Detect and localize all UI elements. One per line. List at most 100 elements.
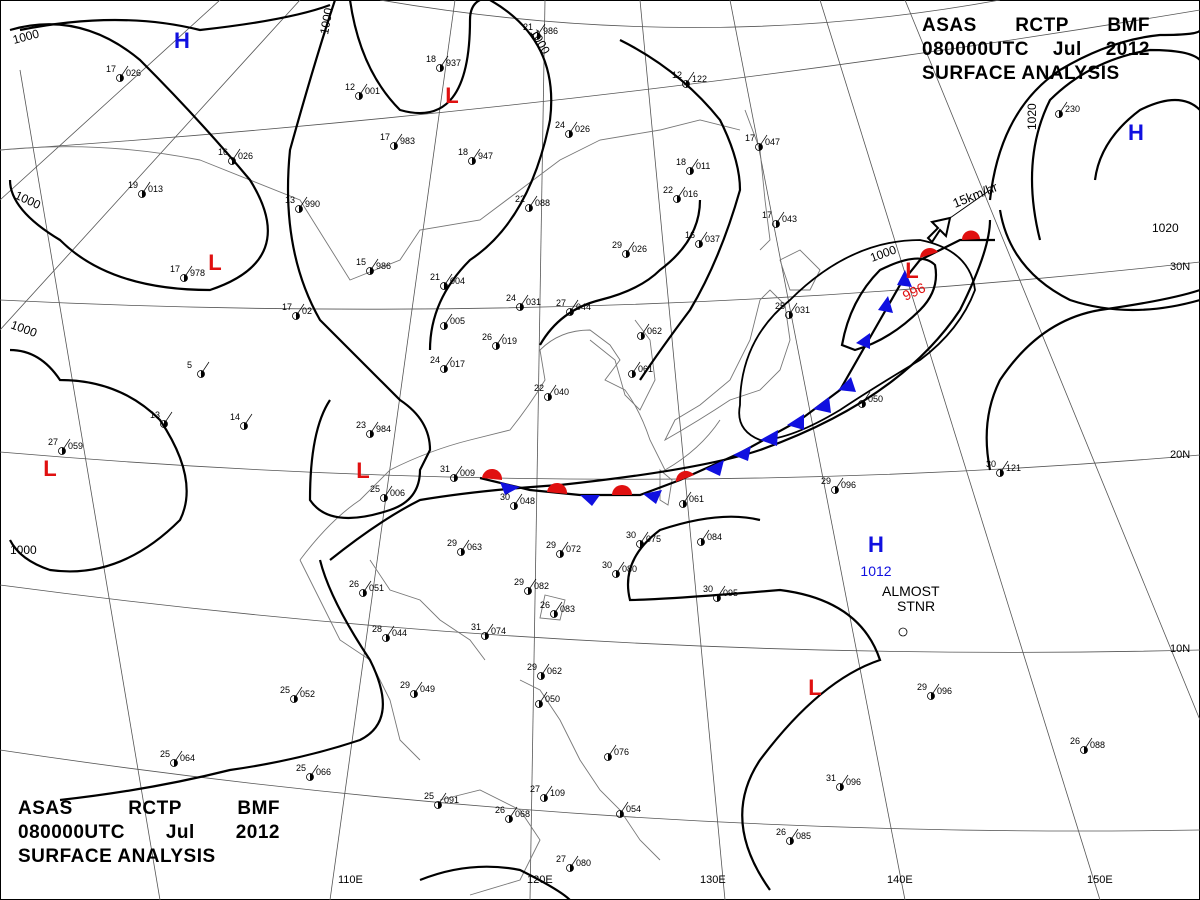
wind-barb-icon [141, 181, 151, 195]
wind-barb-icon [369, 258, 379, 272]
station-temperature: 24 [555, 120, 565, 130]
coast-hainan [539, 594, 566, 621]
high-pressure-center: H [1128, 120, 1144, 145]
station-temperature: 5 [187, 360, 192, 370]
station-temperature: 29 [400, 680, 410, 690]
station-plot: 17 047 [745, 133, 780, 151]
station-plot: 30 075 [626, 530, 661, 548]
station-pressure: 990 [305, 199, 320, 209]
station-plot: 12 122 [672, 70, 707, 88]
station-plot: 23 984 [356, 420, 391, 438]
station-temperature: 26 [776, 827, 786, 837]
latitude-line-0 [0, 749, 1200, 832]
station-temperature: 25 [424, 791, 434, 801]
coast-china [299, 329, 721, 561]
station-pressure: 084 [707, 532, 722, 542]
station-plot: 27 080 [556, 854, 591, 872]
station-pressure: 044 [392, 628, 407, 638]
header-top-title: SURFACE ANALYSIS [922, 63, 1120, 84]
station-temperature: 28 [372, 624, 382, 634]
station-pressure: 044 [576, 302, 591, 312]
station-temperature: 13 [150, 410, 160, 420]
isobar-1000-mid [428, 0, 553, 351]
station-temperature: 25 [370, 484, 380, 494]
wind-barb-icon [569, 855, 579, 869]
station-pressure: 017 [450, 359, 465, 369]
station-plot: 25 052 [280, 685, 315, 703]
isobar-label: 1020 [1152, 221, 1179, 235]
header-bottom-line1: ASAS RCTP BMF [18, 797, 280, 821]
low-pressure-center: L [208, 250, 221, 275]
header-top-region: ASAS [922, 15, 977, 36]
wind-barb-icon [413, 681, 423, 695]
station-pressure: 006 [390, 488, 405, 498]
station-pressure: 072 [566, 544, 581, 554]
wind-barb-icon [631, 361, 641, 375]
station-pressure: 050 [868, 394, 883, 404]
station-plot: 27 109 [530, 784, 565, 802]
cold-front-barbs [500, 270, 912, 506]
station-pressure: 122 [692, 74, 707, 84]
header-top-year: 2012 [1105, 39, 1150, 60]
meridian-130e [639, 0, 726, 900]
station-plot: 17 026 [106, 64, 141, 82]
wind-barb-icon [698, 231, 708, 245]
station-pressure: 978 [190, 268, 205, 278]
station-plots: 17 026 12 001 18 937 21 986 17 983 16 026 18 947 24 026… [48, 22, 1105, 872]
station-temperature: 29 [821, 476, 831, 486]
station-plot: 30 121 [986, 459, 1021, 477]
wind-barb-icon [559, 541, 569, 555]
station-plot: 27 059 [48, 437, 83, 455]
station-temperature: 21 [430, 272, 440, 282]
wind-barb-icon [716, 585, 726, 599]
header-bottom-region: ASAS [18, 798, 73, 819]
station-plot: 29 096 [917, 682, 952, 700]
wind-barb-icon [775, 211, 785, 225]
station-temperature: 29 [612, 240, 622, 250]
isobar-1004-mongolia [539, 199, 702, 346]
station-temperature: 27 [556, 854, 566, 864]
isobar-1000-center [286, 0, 432, 520]
station-pressure: 096 [937, 686, 952, 696]
station-pressure: 043 [782, 214, 797, 224]
station-pressure: 085 [796, 831, 811, 841]
station-temperature: 25 [775, 301, 785, 311]
wind-barb-icon [700, 529, 710, 543]
wind-barb-icon [861, 391, 871, 405]
station-pressure: 054 [626, 804, 641, 814]
latitude-label: 20N [1170, 449, 1190, 461]
station-plot: 30 080 [602, 560, 637, 578]
station-plot: 13 990 [285, 195, 320, 213]
wind-barb-icon [243, 413, 253, 427]
station-temperature: 12 [672, 70, 682, 80]
wind-barb-icon [930, 683, 940, 697]
station-temperature: 29 [527, 662, 537, 672]
station-temperature: 26 [482, 332, 492, 342]
station-pressure: 026 [575, 124, 590, 134]
wind-barb-icon [682, 491, 692, 505]
station-pressure: 037 [705, 234, 720, 244]
wind-barb-icon [999, 460, 1009, 474]
station-pressure: 082 [534, 581, 549, 591]
wind-barb-icon [758, 134, 768, 148]
station-pressure: 984 [376, 424, 391, 434]
station-temperature: 17 [106, 64, 116, 74]
station-temperature: 16 [218, 147, 228, 157]
station-pressure: 013 [148, 184, 163, 194]
station-plot: 25 031 [775, 301, 810, 319]
station-plot: 31 009 [440, 464, 475, 482]
station-pressure: 061 [638, 364, 653, 374]
station-plot: 13 [150, 410, 173, 428]
header-top-month: Jul [1052, 39, 1082, 60]
station-pressure: 001 [365, 86, 380, 96]
station-pressure: 066 [316, 767, 331, 777]
isobars [8, 0, 1200, 900]
station-temperature: 27 [48, 437, 58, 447]
stationary-label-line2: STNR [897, 598, 935, 614]
wind-barb-icon [519, 294, 529, 308]
station-plot: 24 026 [555, 120, 590, 138]
coast-korea [589, 319, 656, 411]
longitude-label: 150E [1087, 874, 1113, 886]
wind-barb-icon [119, 65, 129, 79]
